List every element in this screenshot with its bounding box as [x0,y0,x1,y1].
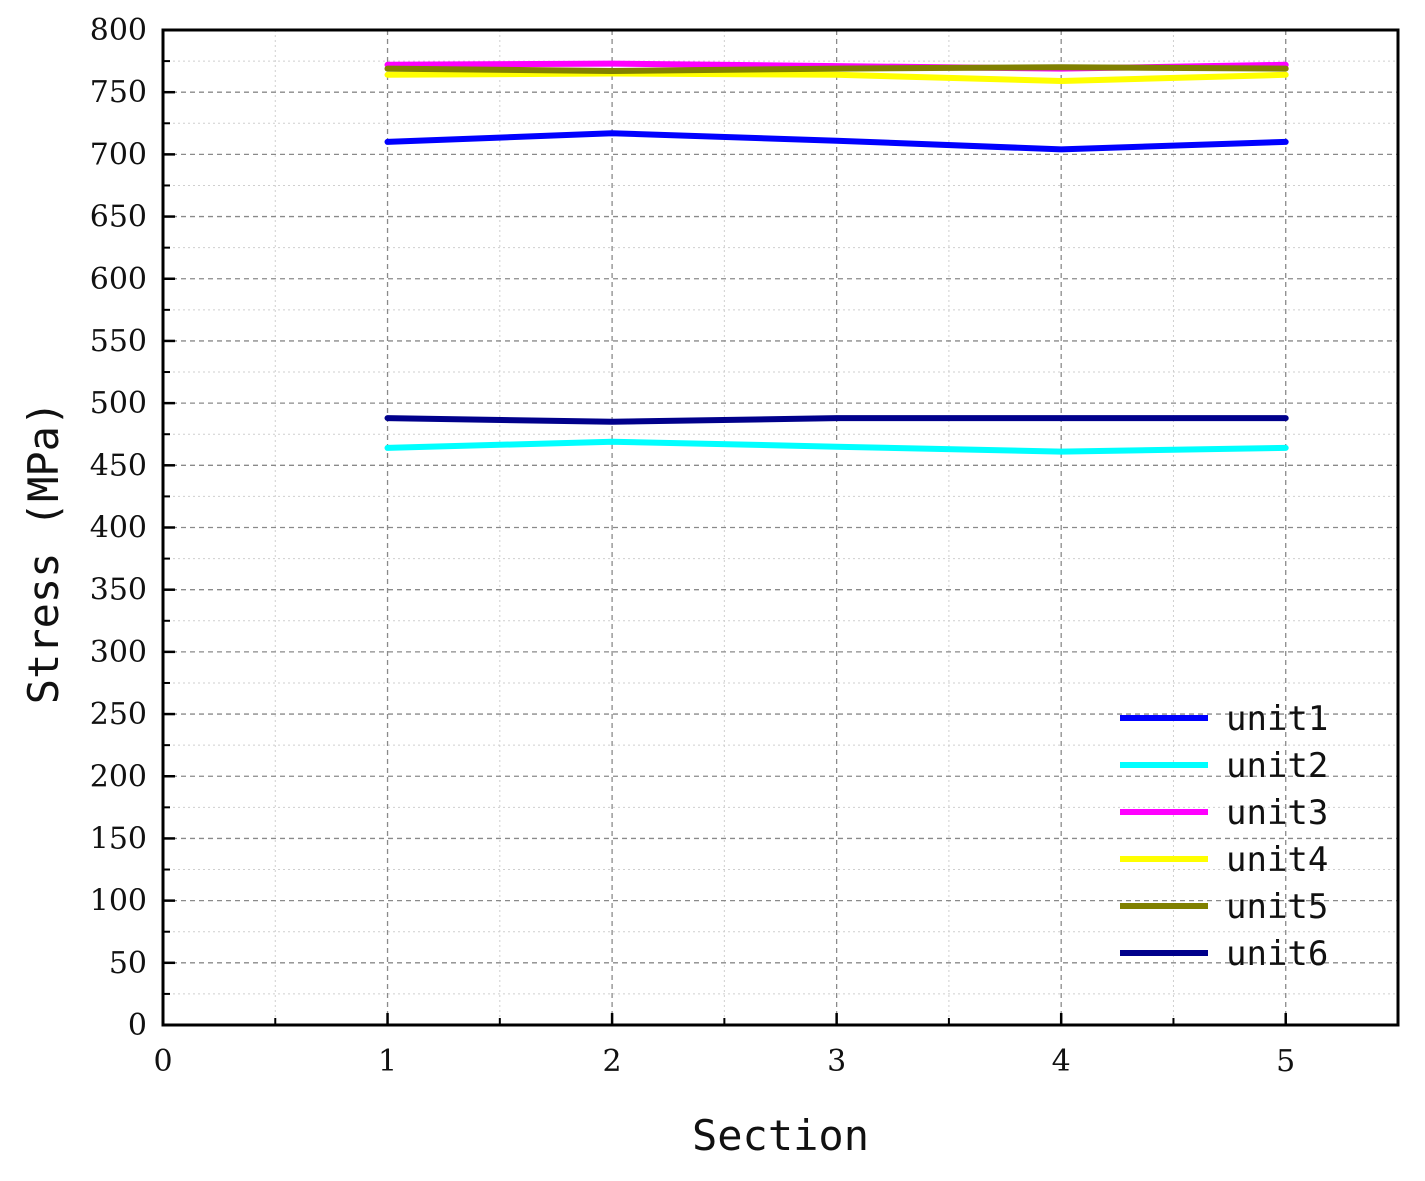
y-tick-label: 700 [90,137,147,172]
y-tick-label: 550 [90,324,147,359]
y-tick-label: 150 [90,821,147,856]
y-tick-label: 750 [90,75,147,110]
legend-label-unit1: unit1 [1226,699,1328,739]
series-line-unit4 [384,70,1289,84]
y-tick-labels: 0 50 100 150 200 250 300 350 400 450 500 550 600 650 7… [90,13,147,1043]
series-lines [384,60,1289,455]
y-tick-label: 350 [90,573,147,608]
y-tick-label: 600 [90,262,147,297]
y-tick-label: 200 [90,759,147,794]
y-tick-label: 300 [90,635,147,670]
series-line-unit1 [384,130,1289,153]
legend-label-unit6: unit6 [1226,934,1328,974]
y-tick-label: 100 [90,884,147,919]
y-tick-label: 0 [128,1008,147,1043]
legend: unit1 unit2 unit3 unit4 unit5 unit6 [1120,699,1328,974]
y-axis-title: Stress (MPa) [19,401,68,704]
series-line-unit6 [384,415,1289,425]
x-tick-label: 2 [603,1044,622,1079]
legend-label-unit5: unit5 [1226,887,1328,927]
y-tick-label: 800 [90,13,147,48]
x-axis-title: Section [692,1111,869,1160]
y-tick-label: 50 [109,946,147,981]
legend-label-unit2: unit2 [1226,746,1328,786]
x-tick-label: 1 [378,1044,397,1079]
plot-frame [161,28,1400,1027]
x-tick-label: 3 [827,1044,846,1079]
x-tick-label: 4 [1052,1044,1071,1079]
series-line-unit5 [384,64,1289,74]
x-tick-labels: 0 1 2 3 4 5 [153,1044,1295,1079]
y-tick-label: 400 [90,511,147,546]
grid [163,30,1398,1025]
x-tick-label: 5 [1276,1044,1295,1079]
legend-label-unit4: unit4 [1226,840,1328,880]
y-tick-label: 250 [90,697,147,732]
y-tick-label: 450 [90,448,147,483]
legend-label-unit3: unit3 [1226,793,1328,833]
y-tick-label: 500 [90,386,147,421]
x-tick-label: 0 [153,1044,172,1079]
y-tick-label: 650 [90,200,147,235]
series-line-unit2 [384,438,1289,455]
